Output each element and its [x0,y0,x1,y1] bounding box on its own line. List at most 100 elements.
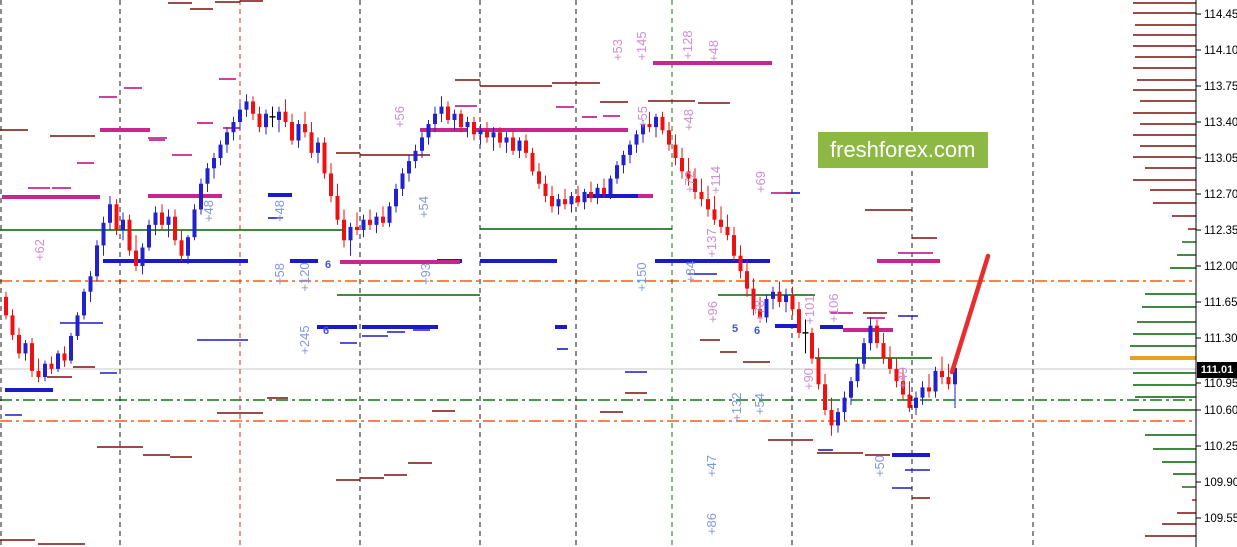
candlestick [283,99,288,128]
candlestick [459,109,463,133]
price-tick-label: 109.55 [1204,513,1237,525]
candlestick [654,113,658,138]
candlestick [628,140,632,164]
candlestick [563,188,567,210]
candlestick [140,243,145,275]
horizontal-levels-layer [0,280,1196,422]
annotation-labels-layer: +62 +56 +53 +145 +128 +48 +55 +48 +72 +114 +69 +137… [32,30,910,535]
candlestick [69,332,73,364]
candlestick [49,356,54,374]
candlestick [348,222,353,256]
candlestick [667,121,671,151]
candlestick [43,360,47,382]
candlestick [699,178,704,207]
candlestick [257,106,262,133]
gain-label: +93 [418,263,433,285]
candlestick [478,124,483,145]
candlestick [725,214,730,241]
candlestick [335,183,340,225]
gain-label: +54 [416,196,431,218]
candlestick [374,212,379,234]
gain-label: +58 [272,263,287,285]
candlestick [387,202,392,227]
candlestick [498,127,502,148]
price-tick-label: 110.95 [1204,378,1237,390]
candlestick [472,116,476,141]
price-tick-label: 110.60 [1204,405,1237,417]
candlestick [524,134,528,158]
candlestick [673,134,678,166]
candlestick [4,291,8,320]
candlestick [901,368,905,400]
candlestick [927,373,931,398]
gain-label: +55 [635,106,650,128]
price-tick-label: 112.35 [1204,225,1237,237]
candlestick [231,116,236,141]
candlestick [316,137,320,164]
candlestick [595,183,600,205]
gain-label: +54 [752,393,767,415]
candlestick [784,288,788,313]
candlestick [218,140,223,166]
candlestick [537,163,541,189]
candlestick [108,196,112,230]
candlestick [36,358,41,383]
candlestick [686,157,691,186]
candlestick [10,309,15,341]
candlestick [738,245,743,279]
candlestick [771,286,775,310]
candlestick [62,346,67,367]
candlestick [569,191,574,213]
price-tick-label: 111.30 [1204,333,1237,345]
price-tick-label: 111.65 [1204,297,1237,309]
candlestick [556,193,561,215]
candlestick [394,183,398,213]
candlestick [264,109,268,135]
candlestick [680,147,684,179]
gain-label: +128 [680,30,695,59]
candlestick [153,206,158,236]
gain-label: +48 [706,40,721,62]
gain-label: +47 [704,455,719,477]
gain-label: +96 [705,301,720,323]
candlestick [101,216,106,256]
gain-label: +48 [272,200,287,222]
candlestick [361,214,366,238]
candlestick [56,350,60,372]
candlestick [634,130,639,153]
candlestick [114,199,119,236]
candlestick [660,111,665,135]
price-tick-label: 114.10 [1204,45,1237,57]
candlestick [426,119,431,145]
gain-label: +120 [297,262,312,291]
candlestick [602,178,606,199]
price-tick-label: 113.75 [1204,81,1237,93]
candlestick [400,168,405,197]
candlestick [751,278,756,316]
candlestick [875,319,879,349]
candlestick [166,209,171,238]
candlestick [446,101,450,125]
candlestick [946,363,951,390]
candlestick [719,206,723,234]
gain-label: 5 [732,323,738,335]
candlestick [933,366,938,398]
candlestick [433,106,437,133]
candlestick [75,312,80,341]
gain-label: +114 [708,166,723,194]
price-tick-label: 112.00 [1204,261,1237,273]
candlestick [940,356,944,385]
projection-arrow[interactable] [949,253,991,375]
candlestick [712,196,717,225]
candlestick [244,94,249,117]
watermark-logo: freshforex.com [818,132,988,168]
candlestick [790,286,795,316]
candlestick [758,296,762,323]
vertical-separators-layer [0,0,1034,547]
price-tick-label: 113.40 [1204,117,1237,129]
candlestick [199,178,203,215]
gain-label: +56 [392,106,407,128]
candlestick [836,407,840,433]
gain-label: +150 [634,262,649,291]
